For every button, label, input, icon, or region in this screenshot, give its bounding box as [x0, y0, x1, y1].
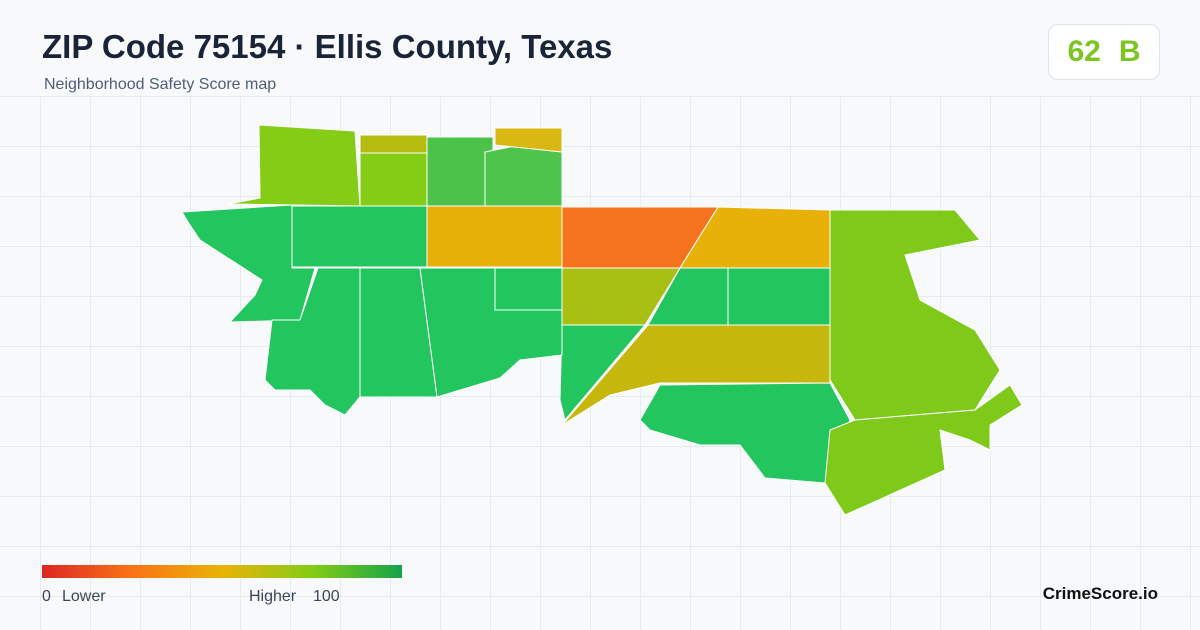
score-badge: 62 B — [1048, 24, 1160, 80]
tract — [494, 127, 563, 153]
legend-high-label: Higher — [249, 588, 297, 605]
score: 62 — [1067, 35, 1101, 68]
tract — [727, 267, 831, 326]
tract — [639, 382, 851, 484]
tract — [359, 152, 428, 207]
grade: B — [1118, 35, 1141, 68]
tract — [484, 144, 563, 207]
tract — [824, 384, 1023, 516]
legend-max: 100 — [313, 588, 340, 605]
title: ZIP Code 75154 · Ellis County, Texas — [42, 28, 613, 65]
tract — [291, 205, 428, 268]
header-band — [0, 0, 1200, 96]
tract — [359, 134, 428, 154]
tract — [561, 324, 831, 426]
tract — [494, 267, 563, 311]
tract — [426, 205, 563, 268]
tract — [559, 324, 646, 421]
legend-gradient — [42, 565, 402, 578]
brand: CrimeScore.io — [1042, 584, 1158, 603]
subtitle: Neighborhood Safety Score map — [44, 76, 277, 93]
legend-min: 0 — [42, 588, 51, 605]
tract — [227, 124, 361, 207]
tract — [426, 136, 494, 207]
legend-low-label: Lower — [62, 588, 106, 605]
tract — [829, 209, 1001, 421]
